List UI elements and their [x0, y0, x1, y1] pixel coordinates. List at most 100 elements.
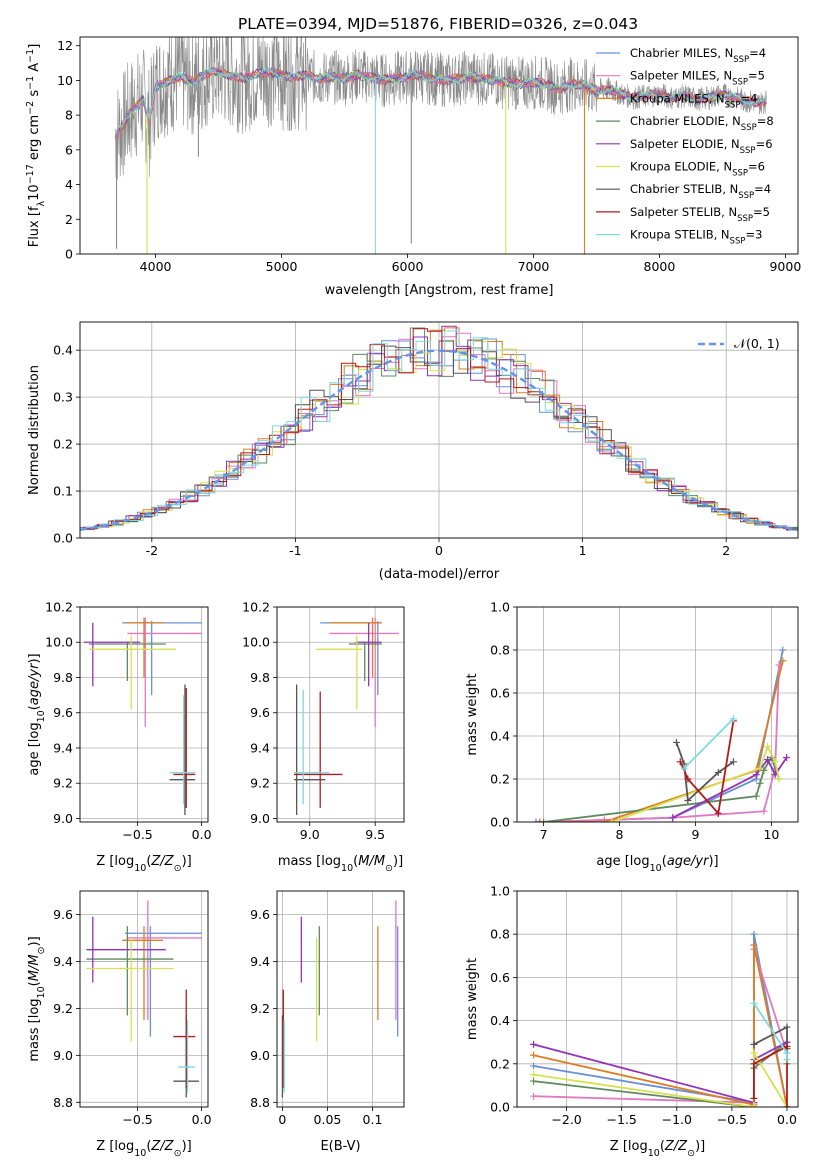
legend-label-chabrier-elodie: Chabrier ELODIE, NSSP=8	[630, 114, 774, 133]
normal-curve	[80, 349, 798, 531]
y-tick-label: 9.0	[250, 811, 270, 826]
point-chabrier-elodie	[530, 1077, 538, 1085]
mass-vs-ebv-panel: 0 0.05 0.1 8.8 9.0 9.2 9.4 9.6 E(B-V)	[250, 890, 405, 1154]
y-tick-label: 2	[65, 212, 73, 227]
x-tick-label: −0.5	[717, 1112, 747, 1127]
point-chabrier-elodie	[540, 818, 548, 822]
mass-weight-vs-Z-panel: −2.0 −1.5 −1.0 −0.5 0.0 0.0 0.2 0.4 0.6 0.8 1.0 Z […	[465, 884, 799, 1159]
x-axis-label: Z [log10(Z/Z⊙)]	[96, 854, 191, 874]
mass-vs-Z-panel: −0.5 0.0 8.8 9.0 9.2 9.4 9.6 Z [log10(Z/Z⊙)] mas…	[27, 890, 212, 1159]
point-kroupa-elodie	[771, 758, 779, 766]
spectrum-plot-area	[114, 37, 767, 254]
errorbar-kroupa-miles	[124, 617, 164, 678]
point-chabrier-elodie	[752, 792, 760, 800]
x-tick-label: −1.5	[607, 1112, 637, 1127]
age-vs-Z-frame	[79, 606, 209, 823]
y-tick-label: 0.0	[53, 531, 73, 546]
x-tick-label: −2.0	[551, 1112, 581, 1127]
y-tick-label: 0.4	[490, 729, 510, 744]
point-salpeter-stelib	[750, 1060, 758, 1068]
y-tick-label: 0.0	[490, 1100, 510, 1115]
x-tick-label: 2	[722, 543, 730, 558]
mass-vs-Z-plot-area	[86, 900, 202, 1098]
series-line-kroupa-miles	[539, 660, 784, 822]
point-kroupa-miles	[600, 818, 608, 822]
point-chabrier-miles	[750, 930, 758, 938]
y-axis-label: Flux [fλ10−17 erg cm−2 s−1 A−1]	[25, 44, 47, 248]
y-tick-label: 0.8	[490, 927, 510, 942]
point-chabrier-miles	[779, 646, 787, 654]
x-axis-label: age [log10(age/yr)]	[596, 854, 718, 874]
y-tick-label: 9.4	[53, 954, 73, 969]
mass-weight-vs-age-plot-area	[532, 646, 791, 822]
point-salpeter-elodie	[530, 1040, 538, 1048]
point-salpeter-stelib	[676, 758, 684, 766]
y-tick-label: 8.8	[250, 1095, 270, 1110]
errorbar-chabrier-stelib	[169, 684, 196, 815]
x-tick-label: 7000	[518, 259, 550, 274]
y-axis-label: mass weight	[465, 958, 480, 1040]
x-tick-label: 0.0	[192, 827, 212, 842]
x-tick-label: 0.1	[363, 1112, 383, 1127]
errorbar-chabrier-elodie	[86, 926, 174, 1016]
x-axis-label: E(B-V)	[320, 1139, 360, 1154]
x-tick-label: −0.5	[122, 1112, 152, 1127]
mass-vs-ebv-frame	[276, 890, 405, 1108]
x-tick-label: 5000	[266, 259, 298, 274]
y-axis-label: age [log10(age/yr)]	[27, 653, 47, 775]
x-axis-label: Z [log10(Z/Z⊙)]	[96, 1139, 191, 1159]
x-axis-label: mass [log10(M/M⊙)]	[278, 854, 403, 874]
point-kroupa-miles	[536, 818, 544, 822]
histogram-kroupa-miles	[85, 327, 798, 530]
x-tick-label: 9.5	[365, 827, 385, 842]
series-line-salpeter-stelib	[753, 1045, 788, 1107]
y-tick-label: 1.0	[490, 884, 510, 899]
point-chabrier-stelib	[714, 769, 722, 777]
errorbar-kroupa-elodie	[88, 635, 176, 710]
point-kroupa-miles	[779, 657, 787, 665]
model-line-kroupa-stelib	[114, 66, 767, 136]
y-tick-label: 0.2	[490, 1056, 510, 1071]
point-kroupa-miles	[750, 941, 758, 949]
y-tick-label: 10.2	[242, 600, 270, 615]
point-kroupa-stelib	[729, 715, 737, 723]
point-kroupa-elodie	[775, 775, 783, 783]
x-tick-label: -1	[289, 543, 301, 558]
y-tick-label: 8	[65, 108, 73, 123]
legend-label-salpeter-elodie: Salpeter ELODIE, NSSP=6	[630, 137, 773, 156]
age-vs-mass-panel: 9.0 9.5 9.0 9.2 9.4 9.6 9.8 10.0 10.2 mass [log10…	[242, 600, 405, 874]
y-tick-label: 10	[57, 73, 73, 88]
y-tick-label: 9.2	[250, 776, 270, 791]
errorbar-kroupa-miles	[122, 926, 164, 1021]
point-chabrier-stelib	[729, 758, 737, 766]
y-axis-label: mass [log10(M/M⊙)]	[27, 936, 47, 1061]
y-tick-label: 0.6	[490, 686, 510, 701]
y-tick-label: 9.4	[250, 740, 270, 755]
x-axis-label: wavelength [Angstrom, rest frame]	[325, 283, 554, 298]
age-vs-mass-frame	[276, 606, 405, 823]
y-tick-label: 0	[65, 247, 73, 262]
errorbar-kroupa-stelib	[294, 689, 330, 805]
point-chabrier-stelib	[750, 1040, 758, 1048]
y-tick-label: 9.8	[53, 670, 73, 685]
mass-weight-vs-Z-plot-area	[530, 930, 791, 1107]
y-tick-label: 4	[65, 177, 73, 192]
y-tick-label: 9.4	[53, 740, 73, 755]
y-tick-label: 0.2	[490, 772, 510, 787]
model-line-salpeter-miles	[114, 66, 767, 140]
legend-label-kroupa-stelib: Kroupa STELIB, NSSP=3	[630, 228, 762, 247]
y-tick-label: 6	[65, 142, 73, 157]
errorbar-salpeter-miles	[329, 617, 399, 727]
y-tick-label: 0.4	[490, 1013, 510, 1028]
errorbar-chabrier-miles	[122, 621, 202, 696]
spectrum-frame	[79, 36, 799, 255]
x-tick-label: 0	[435, 543, 443, 558]
errorbar-kroupa-elodie	[86, 937, 174, 1042]
age-vs-Z-panel: −0.5 0.0 9.0 9.2 9.4 9.6 9.8 10.0 10.2 Z [log10(Z…	[27, 600, 212, 874]
legend-label-salpeter-stelib: Salpeter STELIB, NSSP=5	[630, 205, 770, 224]
point-salpeter-elodie	[752, 771, 760, 779]
x-tick-label: 1	[579, 543, 587, 558]
point-salpeter-elodie	[669, 814, 677, 822]
x-tick-label: 8000	[644, 259, 676, 274]
y-tick-label: 10.0	[242, 635, 270, 650]
